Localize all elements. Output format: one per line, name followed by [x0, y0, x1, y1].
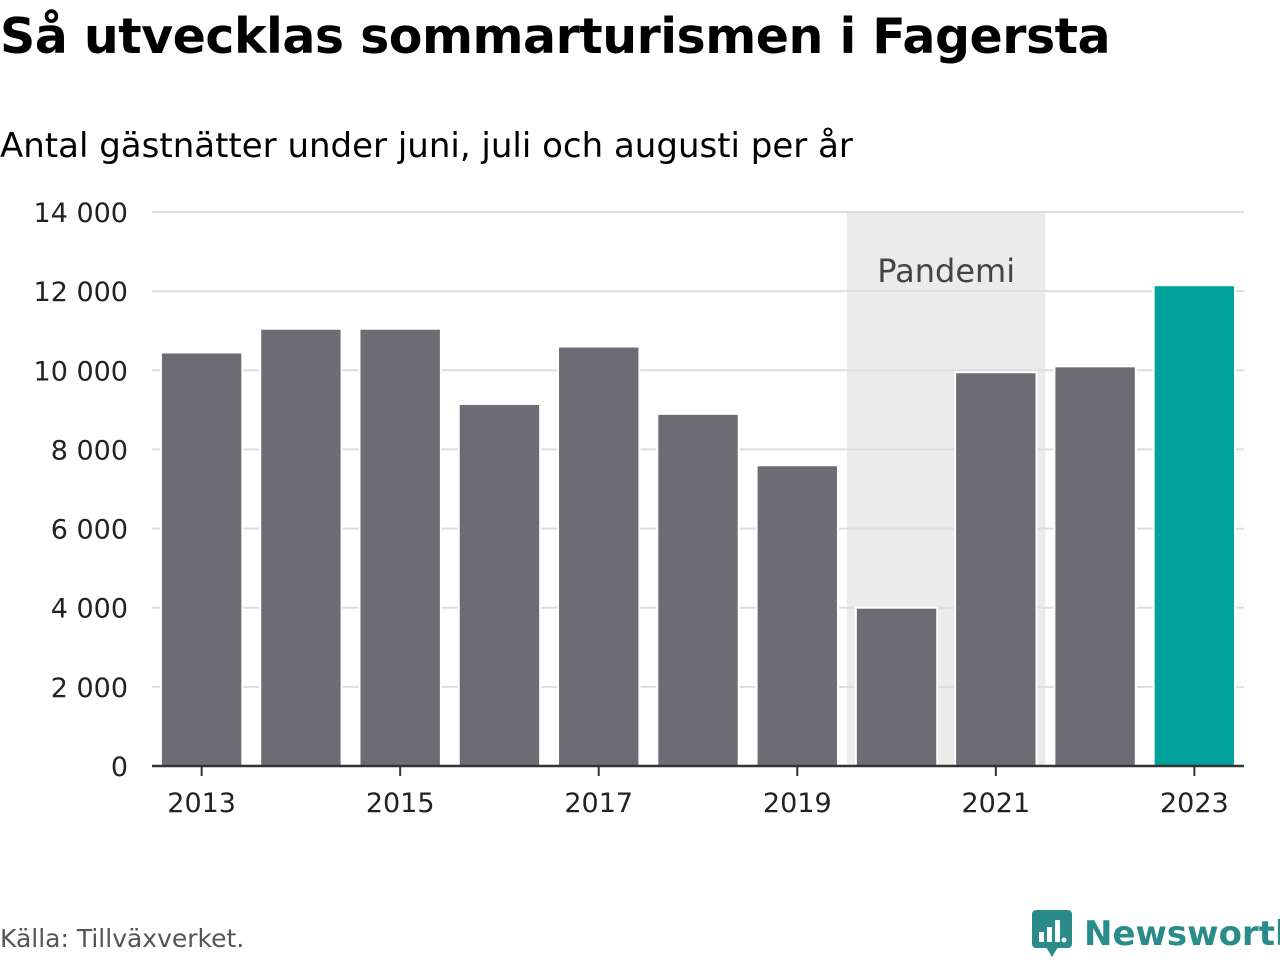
y-tick-label: 4 000	[51, 594, 128, 625]
bar-2018	[656, 412, 740, 767]
y-tick-label: 12 000	[34, 277, 128, 308]
x-axis	[152, 764, 1244, 776]
x-axis-labels: 2013 2015 2017 2019 2021 2023	[167, 788, 1228, 819]
x-tick-label: 2021	[961, 788, 1030, 819]
y-tick-label: 10 000	[34, 356, 128, 387]
x-tick-label: 2017	[564, 788, 633, 819]
bar-chart-speech-icon	[1032, 910, 1072, 957]
chart-title: Så utvecklas sommarturismen i Fagersta	[0, 8, 1111, 65]
bar-2017	[557, 345, 641, 767]
bar-2014	[259, 327, 343, 767]
y-tick-label: 8 000	[51, 435, 128, 466]
bar-2019	[755, 464, 839, 767]
bar-2016	[457, 402, 542, 767]
bar-2021	[954, 371, 1038, 767]
bar-2015	[358, 327, 442, 767]
x-tick-label: 2019	[763, 788, 832, 819]
brand-name: Newsworthy	[1084, 914, 1280, 954]
pandemic-label: Pandemi	[877, 252, 1015, 290]
x-tick-label: 2015	[366, 788, 435, 819]
y-tick-label: 0	[111, 752, 128, 783]
chart-subtitle: Antal gästnätter under juni, juli och au…	[0, 126, 853, 166]
bar-2023	[1152, 284, 1237, 767]
y-tick-label: 14 000	[34, 198, 128, 229]
bar-2022	[1053, 365, 1137, 767]
x-tick-label: 2013	[167, 788, 236, 819]
bar-2013	[159, 351, 244, 767]
source-note: Källa: Tillväxverket.	[0, 924, 245, 953]
y-tick-label: 6 000	[51, 515, 128, 546]
brand-logo: Newsworthy	[1032, 910, 1280, 958]
y-axis-labels: 0 2 000 4 000 6 000 8 000 10 000 12 000 14 000	[34, 198, 128, 783]
bar-2020	[854, 606, 939, 768]
x-tick-label: 2023	[1160, 788, 1229, 819]
y-tick-label: 2 000	[51, 673, 128, 704]
bars	[159, 284, 1237, 768]
